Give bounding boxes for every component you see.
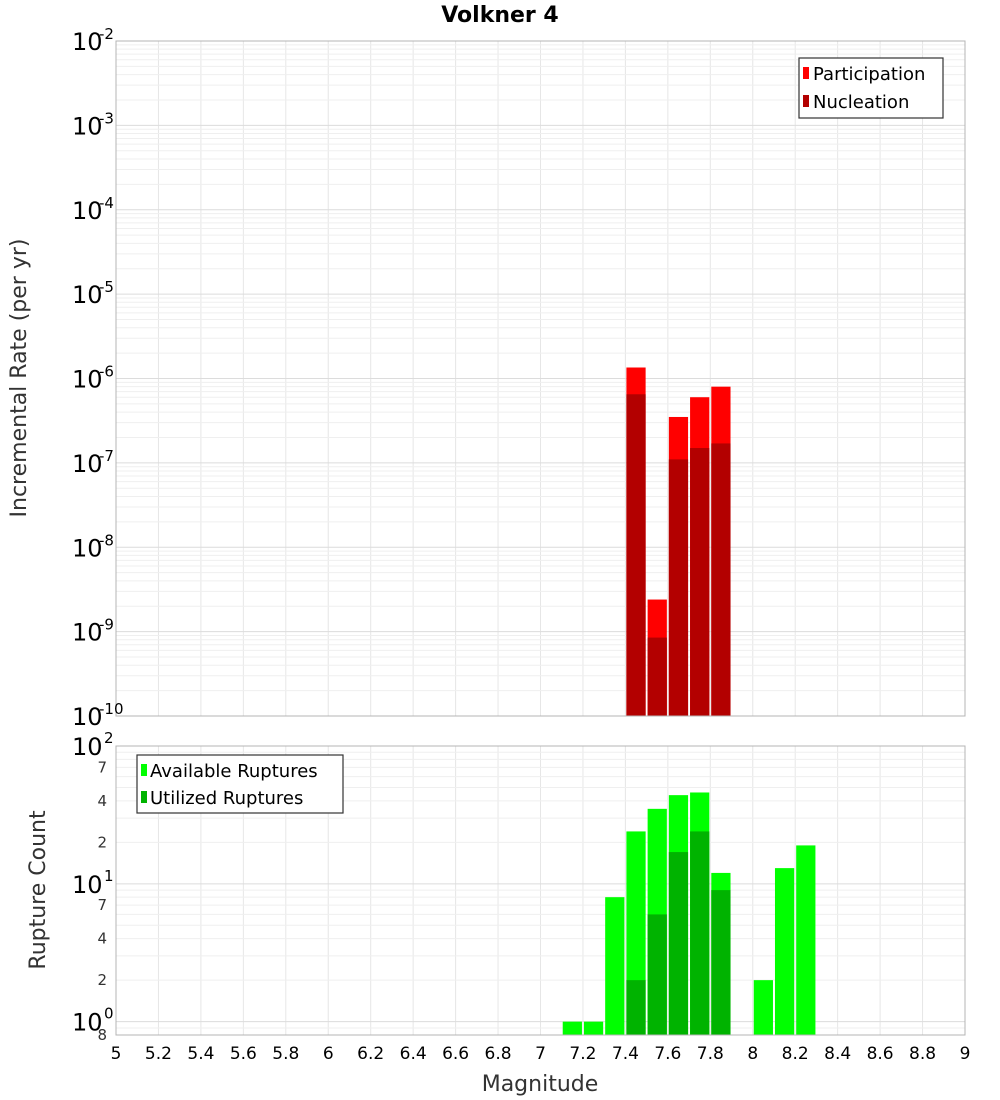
top-bar-nucleation xyxy=(690,448,710,716)
bottom-bar-available-ruptures xyxy=(583,1021,604,1035)
x-tick-label: 6.2 xyxy=(357,1044,384,1064)
top-panel: 10-210-310-410-510-610-710-810-910-10 In… xyxy=(7,25,966,731)
legend-label-participation: Participation xyxy=(813,64,925,85)
x-tick-label: 6.4 xyxy=(400,1044,427,1064)
bottom-bar-available-ruptures xyxy=(605,897,625,1035)
bottom-bar-available-ruptures xyxy=(562,1021,582,1035)
bottom-bar-available-ruptures xyxy=(753,980,773,1035)
bottom-bar-utilized-ruptures xyxy=(626,980,646,1035)
bottom-legend-box xyxy=(136,754,344,814)
x-tick-labels: 5 5.2 5.4 5.6 5.8 6 6.2 6.4 6.6 6.8 7 7.2 7.4 7.6 7.8 8… xyxy=(111,1044,971,1064)
x-tick-label: 8.6 xyxy=(867,1044,894,1064)
top-y-tick-label: 10 xyxy=(72,703,103,731)
bottom-y-axis-label: Rupture Count xyxy=(26,810,51,970)
top-y-tick-exponent: -8 xyxy=(99,531,114,549)
bottom-bar-utilized-ruptures xyxy=(647,914,667,1035)
bottom-y-tick-exponent: 2 xyxy=(104,729,114,747)
top-y-tick-label: 10 xyxy=(72,450,103,478)
top-y-tick-exponent: -4 xyxy=(99,194,114,212)
bottom-bars xyxy=(562,792,816,1035)
legend-label-nucleation: Nucleation xyxy=(813,92,909,113)
top-y-tick-label: 10 xyxy=(72,534,103,562)
x-tick-label: 6 xyxy=(323,1044,334,1064)
legend-swatch-nucleation xyxy=(803,95,809,107)
top-bar-nucleation xyxy=(647,637,667,716)
bottom-gridlines xyxy=(115,746,966,1036)
top-y-tick-label: 10 xyxy=(72,619,103,647)
top-y-tick-labels: 10-210-310-410-510-610-710-810-910-10 xyxy=(72,25,124,731)
bottom-bar-available-ruptures xyxy=(774,868,795,1035)
x-tick-label: 6.8 xyxy=(485,1044,512,1064)
bottom-bar-utilized-ruptures xyxy=(690,831,710,1035)
legend-swatch-participation xyxy=(803,67,809,79)
bottom-y-minor-tick-label: 4 xyxy=(97,930,107,948)
x-tick-label: 8.8 xyxy=(909,1044,936,1064)
bottom-plot-border xyxy=(115,745,966,1036)
x-tick-label: 5.4 xyxy=(187,1044,214,1064)
top-y-tick-exponent: -2 xyxy=(99,25,114,43)
top-y-tick-label: 10 xyxy=(72,112,103,140)
top-y-tick-exponent: -5 xyxy=(99,278,114,296)
top-y-axis-label: Incremental Rate (per yr) xyxy=(7,239,32,518)
top-y-tick-exponent: -6 xyxy=(99,363,114,381)
top-y-tick-label: 10 xyxy=(72,281,103,309)
bottom-bar-utilized-ruptures xyxy=(711,890,731,1035)
x-tick-label: 7.8 xyxy=(697,1044,724,1064)
x-tick-label: 6.6 xyxy=(442,1044,469,1064)
top-gridlines xyxy=(115,41,966,717)
bottom-y-tick-label: 10 xyxy=(72,733,103,761)
top-y-tick-label: 10 xyxy=(72,28,103,56)
top-bar-nucleation xyxy=(626,394,646,716)
x-tick-label: 8.4 xyxy=(824,1044,851,1064)
bottom-bar-available-ruptures xyxy=(796,845,816,1035)
bottom-y-minor-tick-label: 4 xyxy=(97,792,107,810)
x-tick-label: 5 xyxy=(111,1044,122,1064)
top-y-tick-label: 10 xyxy=(72,366,103,394)
top-bar-nucleation xyxy=(668,459,689,716)
x-tick-label: 7 xyxy=(535,1044,546,1064)
bottom-y-minor-tick-label: 7 xyxy=(97,896,107,914)
legend-swatch-utilized xyxy=(141,791,147,803)
x-tick-label: 7.4 xyxy=(612,1044,639,1064)
legend-label-available: Available Ruptures xyxy=(150,761,318,782)
x-tick-label: 9 xyxy=(960,1044,971,1064)
chart-title: Volkner 4 xyxy=(441,3,559,28)
bottom-y-tick-exponent: 1 xyxy=(104,867,114,885)
bottom-y-minor-tick-label: 2 xyxy=(97,833,107,851)
top-legend: Participation Nucleation xyxy=(798,57,944,119)
bottom-y-minor-tick-label: 8 xyxy=(97,1026,107,1044)
x-tick-label: 7.6 xyxy=(654,1044,681,1064)
top-legend-box xyxy=(798,57,944,119)
top-y-tick-exponent: -7 xyxy=(99,447,114,465)
x-tick-label: 5.8 xyxy=(272,1044,299,1064)
bottom-y-minor-tick-label: 7 xyxy=(97,758,107,776)
top-y-tick-exponent: -3 xyxy=(99,109,114,127)
top-y-tick-exponent: -9 xyxy=(99,616,114,634)
bottom-y-tick-label: 10 xyxy=(72,1009,103,1037)
x-axis-label: Magnitude xyxy=(482,1072,599,1097)
top-bar-nucleation xyxy=(711,443,731,716)
x-tick-label: 8.2 xyxy=(782,1044,809,1064)
top-y-tick-label: 10 xyxy=(72,197,103,225)
top-bars xyxy=(626,367,731,716)
legend-swatch-available xyxy=(141,764,147,776)
x-tick-label: 7.2 xyxy=(569,1044,596,1064)
top-y-tick-exponent: -10 xyxy=(99,700,124,718)
bottom-legend: Available Ruptures Utilized Ruptures xyxy=(136,754,344,814)
bottom-y-tick-label: 10 xyxy=(72,871,103,899)
bottom-bar-utilized-ruptures xyxy=(668,852,689,1035)
x-tick-label: 5.2 xyxy=(145,1044,172,1064)
x-tick-label: 5.6 xyxy=(230,1044,257,1064)
x-tick-label: 8 xyxy=(747,1044,758,1064)
legend-label-utilized: Utilized Ruptures xyxy=(150,788,303,809)
top-plot-border xyxy=(115,40,966,717)
bottom-y-minor-tick-label: 2 xyxy=(97,971,107,989)
bottom-y-tick-exponent: 0 xyxy=(104,1005,114,1023)
